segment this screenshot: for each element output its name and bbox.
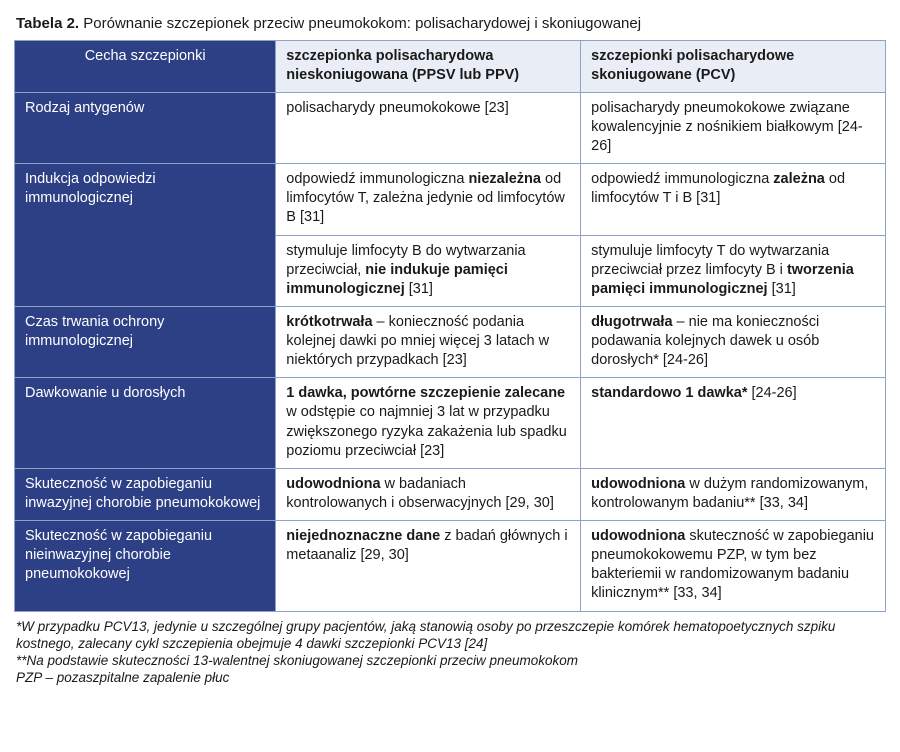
table-row: Skuteczność w zapobieganiu inwazyjnej ch… <box>15 468 886 520</box>
table-number: Tabela 2. <box>16 15 79 32</box>
header-feature: Cecha szczepionki <box>15 40 276 92</box>
row-label-duration: Czas trwania ochrony immunologicznej <box>15 306 276 377</box>
cell-dosage-a: 1 dawka, powtórne szczepienie zalecane w… <box>276 378 581 469</box>
row-label-immun: Indukcja odpowiedzi immunologicznej <box>15 164 276 307</box>
row-label-dosage: Dawkowanie u dorosłych <box>15 378 276 469</box>
footnote-1: *W przypadku PCV13, jedynie u szczególne… <box>16 618 884 653</box>
comparison-table: Cecha szczepionki szczepionka polisachar… <box>14 40 886 612</box>
cell-immun-a2: stymuluje limfocyty B do wytwarzania prz… <box>276 235 581 306</box>
cell-antigen-b: polisacharydy pneumokokowe związane kowa… <box>581 92 886 163</box>
table-title-text: Porównanie szczepionek przeciw pneumokok… <box>79 15 641 32</box>
cell-immun-b2: stymuluje limfocyty T do wytwarzania prz… <box>581 235 886 306</box>
table-row: Skuteczność w zapobieganiu nieinwazyjnej… <box>15 521 886 612</box>
cell-duration-a: krótkotrwała – konieczność podania kolej… <box>276 306 581 377</box>
cell-eff-inv-b: udowodniona w dużym randomizowanym, kont… <box>581 468 886 520</box>
row-label-eff-inv: Skuteczność w zapobieganiu inwazyjnej ch… <box>15 468 276 520</box>
table-caption: Tabela 2. Porównanie szczepionek przeciw… <box>16 14 886 34</box>
footnote-3: PZP – pozaszpitalne zapalenie płuc <box>16 669 884 686</box>
cell-eff-noninv-b: udowodniona skuteczność w zapobieganiu p… <box>581 521 886 612</box>
cell-duration-b: długotrwała – nie ma konieczności podawa… <box>581 306 886 377</box>
cell-antigen-a: polisacharydy pneumokokowe [23] <box>276 92 581 163</box>
header-col-a: szczepionka polisacharydowa nieskoniugow… <box>276 40 581 92</box>
cell-dosage-b: standardowo 1 dawka* [24-26] <box>581 378 886 469</box>
row-label-eff-noninv: Skuteczność w zapobieganiu nieinwazyjnej… <box>15 521 276 612</box>
header-col-b: szczepionki polisacharydowe skoniugowane… <box>581 40 886 92</box>
table-footnotes: *W przypadku PCV13, jedynie u szczególne… <box>16 618 884 687</box>
cell-immun-a1: odpowiedź immunologiczna niezależna od l… <box>276 164 581 235</box>
cell-eff-inv-a: udowodniona w badaniach kontrolowanych i… <box>276 468 581 520</box>
table-row: Indukcja odpowiedzi immunologicznej odpo… <box>15 164 886 235</box>
table-row: Dawkowanie u dorosłych 1 dawka, powtórne… <box>15 378 886 469</box>
table-header-row: Cecha szczepionki szczepionka polisachar… <box>15 40 886 92</box>
footnote-2: **Na podstawie skuteczności 13-walentnej… <box>16 652 884 669</box>
cell-immun-b1: odpowiedź immunologiczna zależna od limf… <box>581 164 886 235</box>
table-row: Czas trwania ochrony immunologicznej kró… <box>15 306 886 377</box>
cell-eff-noninv-a: niejednoznaczne dane z badań głównych i … <box>276 521 581 612</box>
table-row: Rodzaj antygenów polisacharydy pneumokok… <box>15 92 886 163</box>
row-label-antigen: Rodzaj antygenów <box>15 92 276 163</box>
